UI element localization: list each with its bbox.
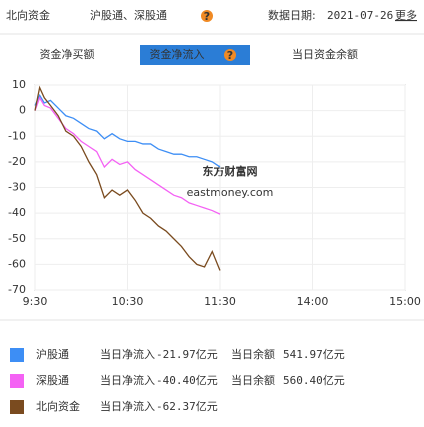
balance-label: 当日余额 xyxy=(231,373,275,387)
date: 2021-07-26 xyxy=(327,9,393,22)
inflow-value: -21.97亿元 xyxy=(156,348,218,361)
header-help: ? xyxy=(204,10,210,23)
x-tick-label: 10:30 xyxy=(112,295,144,308)
inflow-label: 当日净流入 xyxy=(100,373,155,387)
tab-label[interactable]: 当日资金余额 xyxy=(292,47,358,61)
y-tick-label: -60 xyxy=(8,257,26,270)
legend-name: 深股通 xyxy=(36,374,69,387)
header-subtitle: 沪股通、深股通 xyxy=(90,8,167,22)
y-tick-label: -10 xyxy=(8,129,26,142)
header-title: 北向资金 xyxy=(6,8,50,22)
legend-swatch xyxy=(10,400,24,414)
date-label: 数据日期: xyxy=(268,8,316,22)
tab-help: ? xyxy=(227,49,233,62)
watermark: 东方财富网 xyxy=(203,164,258,178)
y-tick-label: -50 xyxy=(8,232,26,245)
y-tick-label: 0 xyxy=(19,104,26,117)
tab-label[interactable]: 资金净流入 xyxy=(150,47,205,61)
balance-label: 当日余额 xyxy=(231,347,275,361)
y-tick-label: -30 xyxy=(8,181,26,194)
more-link[interactable]: 更多 xyxy=(395,8,417,22)
inflow-value: -40.40亿元 xyxy=(156,374,218,387)
legend-name: 北向资金 xyxy=(36,399,80,413)
balance-value: 560.40亿元 xyxy=(283,374,345,387)
y-tick-label: -20 xyxy=(8,155,26,168)
y-tick-label: -40 xyxy=(8,206,26,219)
tab-help-bg xyxy=(224,49,236,61)
y-tick-label: -70 xyxy=(8,283,26,296)
series-line xyxy=(34,96,221,215)
series-line xyxy=(34,85,221,271)
x-tick-label: 15:00 xyxy=(389,295,421,308)
series-line xyxy=(34,93,221,168)
inflow-label: 当日净流入 xyxy=(100,347,155,361)
x-tick-label: 14:00 xyxy=(297,295,329,308)
tab-label[interactable]: 资金净买额 xyxy=(40,47,95,61)
legend-name: 沪股通 xyxy=(36,347,69,361)
legend-swatch xyxy=(10,374,24,388)
inflow-label: 当日净流入 xyxy=(100,399,155,413)
inflow-value: -62.37亿元 xyxy=(156,400,218,413)
x-tick-label: 9:30 xyxy=(23,295,48,308)
legend-swatch xyxy=(10,348,24,362)
balance-value: 541.97亿元 xyxy=(283,348,345,361)
x-tick-label: 11:30 xyxy=(204,295,236,308)
y-tick-label: 10 xyxy=(12,78,26,91)
header-help-bg xyxy=(201,10,213,22)
tab-active-bg[interactable] xyxy=(140,45,250,65)
watermark: eastmoney.com xyxy=(187,186,274,199)
